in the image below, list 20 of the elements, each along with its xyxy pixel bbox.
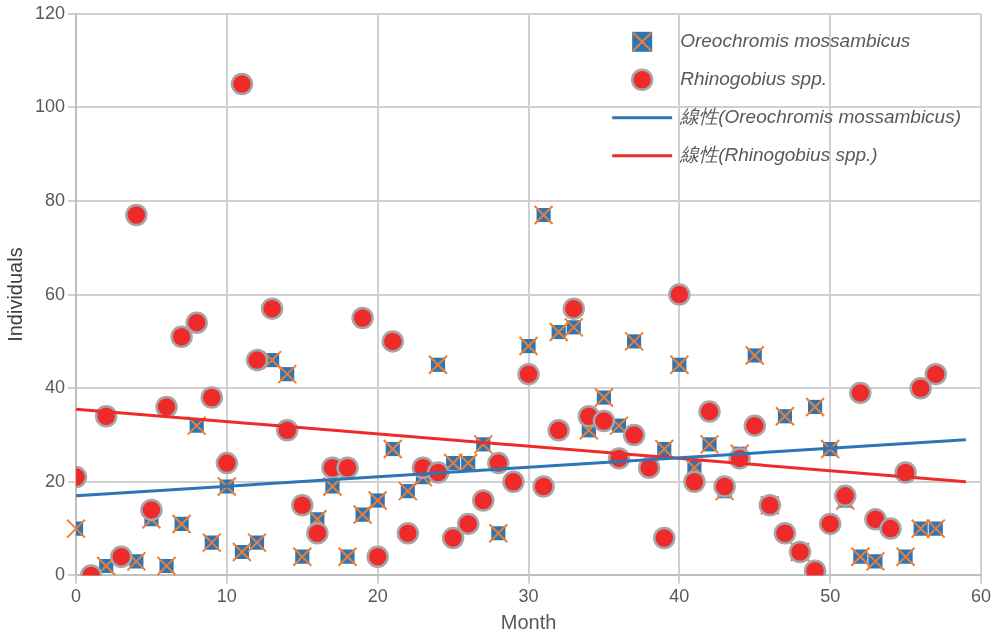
y-tick-label: 120 [34,2,66,23]
y-axis-title: Individuals [3,247,26,342]
legend-label: Oreochromis mossambicus [680,30,911,52]
x-tick-label: 30 [518,586,539,607]
x-axis-title: Month [500,610,557,633]
x-tick-label: 60 [970,586,992,607]
legend-label: 線性(Oreochromis mossambicus) [679,106,961,128]
y-tick-label: 0 [55,564,66,585]
y-tick-label: 80 [45,189,66,210]
y-tick-label: 60 [45,283,66,304]
x-tick-label: 20 [367,586,388,607]
legend-label: 線性(Rhinogobius spp.) [679,144,878,166]
y-tick-label: 20 [45,470,66,491]
x-tick-label: 40 [669,586,690,607]
y-tick-label: 40 [45,377,66,398]
x-tick-label: 0 [71,586,82,607]
x-tick-label: 50 [820,586,841,607]
legend-label: Rhinogobius spp. [680,68,827,90]
x-tick-label: 10 [216,586,237,607]
y-tick-label: 100 [34,96,66,117]
